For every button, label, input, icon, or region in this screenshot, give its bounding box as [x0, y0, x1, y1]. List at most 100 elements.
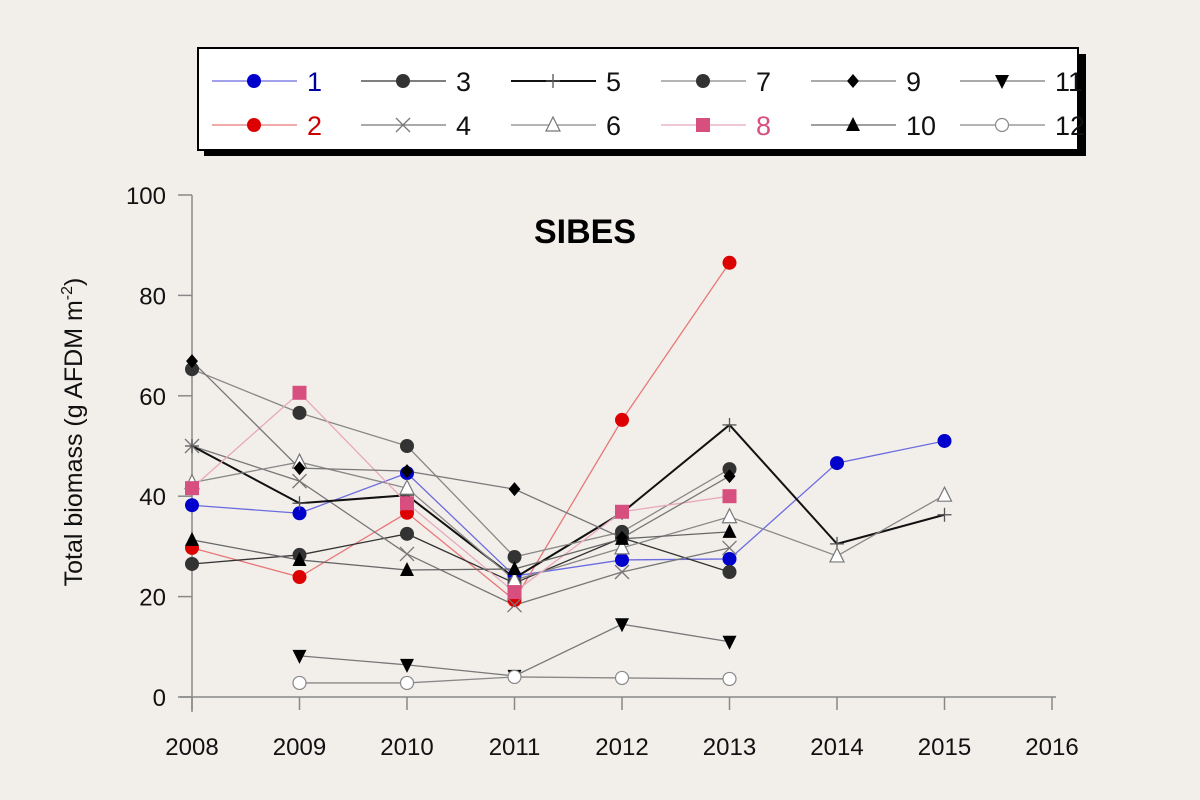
series-line-1 — [191, 440, 945, 577]
data-point — [292, 675, 307, 691]
legend-marker — [395, 117, 411, 133]
data-point — [399, 546, 415, 562]
data-point — [507, 597, 522, 613]
legend-marker — [545, 115, 561, 132]
data-point — [722, 540, 737, 556]
series-markers-9 — [186, 354, 736, 545]
data-point — [185, 481, 199, 496]
legend-marker — [847, 74, 859, 88]
legend-item-8: 8 — [661, 111, 771, 141]
data-point — [292, 496, 307, 511]
y-ticks: 0 20 40 60 80 100 — [126, 183, 192, 712]
data-point — [615, 530, 629, 545]
data-point — [401, 464, 413, 479]
data-point — [507, 669, 522, 685]
data-point — [615, 618, 629, 633]
legend-box — [197, 47, 1079, 151]
legend-item-2: 2 — [212, 111, 322, 141]
data-point — [508, 482, 521, 497]
x-tick-label: 2008 — [165, 734, 218, 761]
data-point — [185, 556, 199, 571]
data-point — [722, 489, 737, 504]
series-line-7 — [191, 368, 730, 558]
data-point — [292, 506, 307, 521]
series-markers — [184, 255, 953, 691]
legend-marker — [396, 74, 410, 88]
legend-label: 4 — [456, 111, 471, 141]
data-point — [292, 551, 307, 566]
data-point — [723, 469, 736, 484]
data-point — [292, 473, 307, 489]
series-markers-8 — [185, 385, 737, 600]
legend-label: 12 — [1055, 111, 1085, 141]
x-tick-label: 2010 — [380, 734, 433, 761]
data-point — [722, 462, 737, 477]
legend-marker — [247, 74, 261, 88]
legend-marker — [696, 118, 710, 132]
data-point — [400, 526, 414, 541]
legend-label: 7 — [756, 67, 771, 97]
data-point — [399, 675, 415, 691]
legend-label: 9 — [906, 67, 921, 97]
data-point — [722, 417, 737, 432]
legend-marker — [546, 74, 560, 88]
series-line-3 — [191, 533, 730, 584]
series-line-2 — [191, 262, 731, 602]
data-point — [400, 439, 414, 453]
data-point — [721, 507, 738, 524]
data-point — [614, 564, 630, 580]
data-point — [400, 561, 414, 576]
legend-item-12: 12 — [960, 111, 1085, 141]
legend-item-9: 9 — [811, 67, 921, 97]
data-point — [507, 549, 522, 564]
data-point — [614, 538, 630, 555]
legend-label: 10 — [906, 111, 936, 141]
y-axis: 0 20 40 60 80 100 — [126, 183, 193, 712]
legend-label: 8 — [756, 111, 771, 141]
series-line-6 — [191, 461, 945, 581]
y-axis-label: Total biomass (g AFDM m-2) — [59, 278, 88, 587]
data-point — [400, 496, 414, 511]
data-point — [722, 255, 737, 270]
chart-title: SIBES — [534, 213, 636, 251]
y-tick-label: 80 — [139, 283, 166, 310]
x-tick-label: 2015 — [918, 734, 971, 761]
data-point — [292, 405, 307, 420]
series-line-9 — [191, 360, 730, 539]
series-line-8 — [191, 391, 730, 593]
legend-item-7: 7 — [661, 67, 771, 97]
y-tick-label: 20 — [139, 585, 166, 612]
series-line-10 — [191, 531, 730, 571]
data-point — [399, 478, 415, 495]
data-point — [507, 585, 522, 600]
x-tick-label: 2013 — [703, 734, 756, 761]
data-point — [615, 552, 629, 567]
legend-item-5: 5 — [511, 67, 621, 97]
data-point — [722, 523, 737, 538]
data-point — [185, 362, 199, 377]
x-tick-label: 2016 — [1025, 734, 1078, 761]
data-point — [507, 560, 522, 575]
series-line-5 — [191, 423, 945, 580]
data-point — [937, 433, 952, 448]
data-point — [614, 670, 630, 686]
series-lines — [191, 262, 945, 684]
legend-marker — [995, 75, 1009, 89]
legend-label: 11 — [1055, 67, 1083, 97]
data-point — [186, 354, 198, 369]
data-point — [722, 671, 737, 687]
x-tick-label: 2014 — [810, 734, 863, 761]
legend-label: 6 — [606, 111, 621, 141]
data-point — [400, 658, 414, 673]
legend-item-6: 6 — [511, 111, 621, 141]
x-tick-label: 2009 — [273, 734, 326, 761]
y-tick-label: 60 — [139, 384, 166, 411]
legend-label: 2 — [307, 111, 322, 141]
x-tick-label: 2011 — [489, 734, 541, 761]
data-point — [830, 456, 844, 471]
data-point — [937, 507, 952, 522]
legend-marker — [846, 117, 860, 131]
